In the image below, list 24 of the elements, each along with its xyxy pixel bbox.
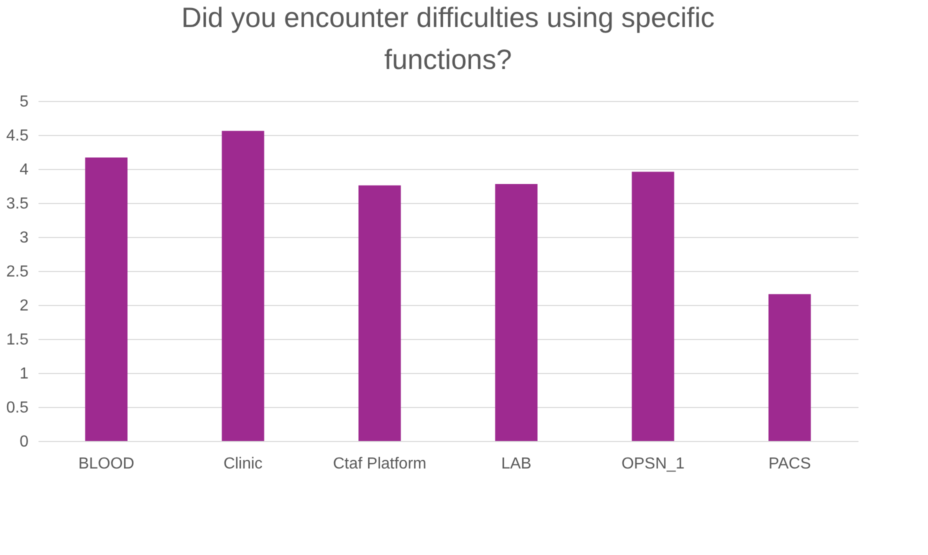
x-tick-label: PACS (768, 456, 811, 472)
y-tick-label: 5 (20, 94, 29, 110)
y-tick-label: 1 (20, 366, 29, 382)
y-tick-label: 2 (20, 298, 29, 314)
y-tick-label: 4.5 (6, 128, 29, 144)
x-tick-label: OPSN_1 (621, 456, 685, 472)
x-tick-label: BLOOD (78, 456, 134, 472)
y-tick-label: 0.5 (6, 400, 29, 416)
bar (358, 185, 401, 441)
bar (222, 130, 264, 441)
x-tick-label: LAB (501, 456, 532, 472)
y-tick-label: 0 (20, 434, 29, 450)
bar (495, 184, 538, 441)
y-tick-label: 1.5 (6, 332, 29, 348)
y-tick-label: 3 (20, 230, 29, 246)
bar (768, 294, 811, 441)
x-tick-label: Clinic (223, 456, 263, 472)
y-tick-label: 4 (20, 162, 29, 178)
bar (632, 172, 674, 441)
chart-title: Did you encounter difficulties using specific functions? (181, 2, 715, 75)
x-tick-label: Ctaf Platform (332, 456, 426, 472)
y-tick-label: 3.5 (6, 196, 29, 212)
y-tick-label: 2.5 (6, 264, 29, 280)
bar (85, 157, 128, 441)
